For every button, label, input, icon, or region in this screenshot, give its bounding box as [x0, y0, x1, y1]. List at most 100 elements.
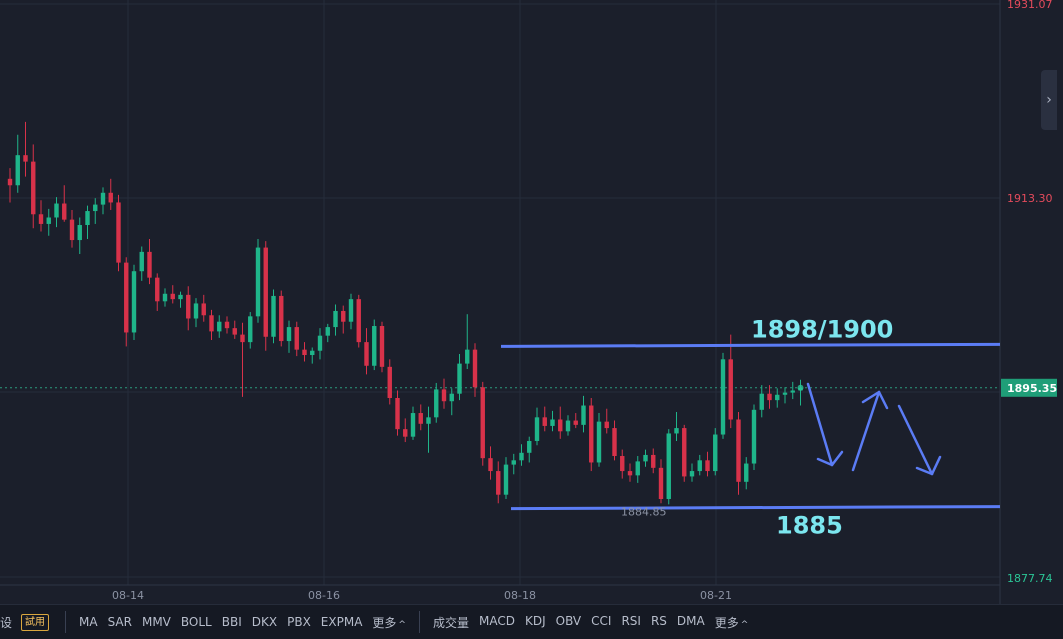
date-tick-label: 08-14 [112, 589, 144, 602]
main-indicator-boll[interactable]: BOLL [180, 615, 212, 629]
main-indicator-pbx[interactable]: PBX [287, 615, 311, 629]
candle-body [565, 420, 571, 432]
candle-body [23, 155, 28, 162]
candle-body [193, 303, 199, 319]
candle-body [527, 440, 532, 453]
candle-body [620, 456, 625, 472]
candle-body [46, 217, 51, 224]
candle-body [751, 409, 757, 464]
candle-body [643, 454, 648, 462]
caret-up-icon: ^ [398, 619, 406, 630]
sub-indicator-cci[interactable]: CCI [591, 613, 612, 628]
candle-body [302, 349, 307, 356]
candle-body [54, 203, 59, 218]
main-indicator-bbi[interactable]: BBI [221, 615, 242, 629]
more-label: 更多 [372, 615, 397, 630]
candle-body [589, 405, 594, 463]
price-tick-label: 1931.07 [1007, 0, 1053, 11]
candle-body [689, 471, 695, 477]
main-indicator-mmv[interactable]: MMV [141, 615, 171, 629]
candle-body [635, 461, 640, 476]
candle-body [426, 417, 431, 424]
sub-indicator-成交量[interactable]: 成交量 [432, 615, 469, 630]
more-label: 更多 [714, 615, 739, 630]
candle-body [348, 299, 354, 322]
candle-body [162, 293, 168, 302]
candle-body [759, 393, 764, 410]
chart-grid [0, 0, 1001, 604]
candle-body [496, 471, 501, 495]
trial-badge[interactable]: 試用 [21, 613, 50, 631]
candle-body [333, 310, 338, 328]
candle-body [449, 393, 454, 402]
candle-body [248, 316, 253, 343]
more-sub-indicators-button[interactable]: 更多 ^ [710, 614, 754, 631]
sub-indicator-group: 成交量 MACD KDJ OBV CCI RSI RS DMA [428, 614, 710, 631]
toolbar-cut-label: 设 [0, 615, 13, 630]
forecast-arrow-up [851, 390, 881, 472]
candle-body [441, 389, 447, 402]
main-indicator-sar[interactable]: SAR [107, 615, 132, 629]
candle-body [387, 366, 392, 398]
sub-indicator-rsi[interactable]: RSI [621, 613, 641, 628]
candle-body [534, 417, 540, 441]
chevron-right-icon[interactable]: › [1041, 70, 1057, 130]
last-price-dot [797, 384, 804, 391]
candle-body [488, 458, 493, 472]
candle-body [472, 349, 478, 388]
main-indicator-expma[interactable]: EXPMA [320, 615, 363, 629]
sub-indicator-kdj[interactable]: KDJ [524, 613, 546, 628]
candle-body [85, 211, 90, 226]
trend-annotations: 1898/1900 1885 1884.85 [500, 315, 1001, 540]
candle-body [100, 192, 106, 205]
low-price-marker: 1884.85 [621, 506, 667, 519]
candle-body [325, 327, 330, 336]
candle-body [31, 161, 36, 215]
candle-body [139, 251, 144, 272]
candle-body [767, 393, 772, 401]
candle-body [372, 326, 377, 366]
sub-indicator-macd[interactable]: MACD [478, 613, 515, 628]
candle-body [658, 467, 664, 499]
main-indicator-dkx[interactable]: DKX [251, 615, 278, 629]
candle-body [728, 359, 733, 420]
candle-body [627, 471, 633, 476]
date-axis: 08-14 08-16 08-18 08-21 [112, 589, 732, 602]
candle-body [503, 464, 509, 495]
candle-body [93, 204, 98, 212]
sub-indicator-rs[interactable]: RS [650, 613, 667, 628]
candle-body [651, 454, 656, 468]
candle-body [286, 327, 292, 342]
candle-body [511, 460, 516, 465]
support-label: 1885 [776, 512, 843, 540]
candle-body [604, 421, 609, 429]
candlestick-series [7, 121, 804, 505]
forecast-arrow-down [806, 382, 834, 467]
candle-body [317, 335, 323, 351]
sub-indicator-obv[interactable]: OBV [555, 613, 582, 628]
candle-body [720, 359, 726, 435]
toolbar-divider [418, 611, 420, 633]
sub-indicator-dma[interactable]: DMA [676, 613, 705, 628]
candle-body [550, 419, 555, 426]
candle-body [131, 271, 137, 333]
candle-body [240, 334, 245, 343]
price-chart[interactable]: 1898/1900 1885 1884.85 1931.07 1913.30 1877.… [0, 0, 1063, 604]
candle-body [581, 405, 586, 425]
date-tick-label: 08-16 [308, 589, 340, 602]
price-tick-label: 1913.30 [1007, 192, 1053, 205]
candle-body [77, 225, 82, 241]
candle-body [612, 428, 617, 457]
price-tick-label: 1877.74 [1007, 572, 1053, 585]
main-indicator-ma[interactable]: MA [79, 615, 98, 629]
candle-body [178, 294, 183, 300]
candle-body [457, 363, 462, 394]
candle-body [38, 214, 44, 224]
candle-body [217, 321, 222, 332]
more-main-indicators-button[interactable]: 更多 ^ [367, 614, 411, 631]
candle-body [201, 303, 206, 316]
arrow-head-icon [816, 450, 844, 467]
indicator-toolbar: 设 試用 MA SAR MMV BOLL BBI DKX PBX EXPMA 更多 ^ 成交量 M… [0, 604, 1063, 639]
date-tick-label: 08-21 [700, 589, 732, 602]
candle-body [108, 192, 113, 203]
